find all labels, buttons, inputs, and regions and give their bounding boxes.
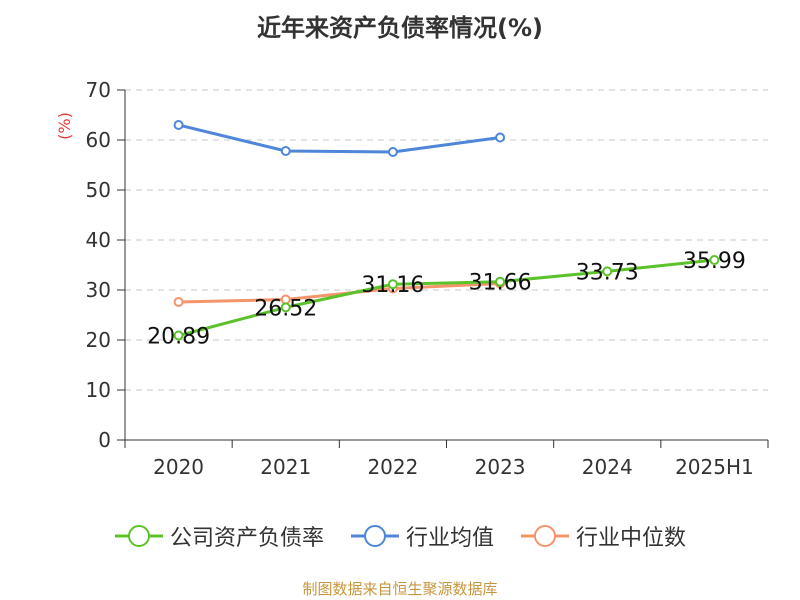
legend-swatch: [350, 525, 399, 547]
series-line-1: [178, 123, 501, 154]
data-point-1: [173, 120, 184, 130]
legend-item[interactable]: 公司资产负债率: [114, 520, 324, 552]
legend-label: 公司资产负债率: [169, 526, 324, 551]
y-tick-label: 10: [86, 378, 111, 402]
source-note: 制图数据来自恒生聚源数据库: [302, 580, 498, 598]
legend-item[interactable]: 行业均值: [350, 520, 494, 552]
legend-item[interactable]: 行业中位数: [520, 520, 686, 552]
data-point-1: [280, 146, 291, 156]
legend-label: 行业均值: [405, 526, 494, 551]
y-tick-label: 40: [86, 228, 111, 252]
series-line-0: [178, 258, 715, 338]
y-tick-label: 70: [86, 78, 111, 102]
data-label: 33.73: [576, 260, 639, 285]
y-tick-label: 20: [86, 328, 111, 352]
legend-swatch-marker: [127, 525, 150, 547]
legend-swatch-marker: [534, 525, 556, 547]
legend-label: 行业中位数: [576, 526, 687, 551]
data-point-0: [709, 255, 720, 266]
x-tick-label: 2020: [153, 455, 204, 479]
legend: 公司资产负债率 行业均值 行业中位数: [0, 520, 800, 552]
data-point-0: [173, 330, 184, 341]
x-tick-label: 2025H1: [675, 455, 754, 479]
data-label: 35.99: [683, 249, 746, 274]
data-point-1: [495, 132, 506, 143]
x-tick-label: 2021: [260, 455, 311, 479]
data-label: 31.66: [469, 271, 532, 296]
data-point-2: [173, 297, 184, 307]
data-point-0: [495, 276, 506, 287]
data-label: 20.89: [147, 325, 210, 350]
x-tick-label: 2023: [475, 455, 526, 479]
x-tick-label: 2024: [582, 455, 633, 479]
chart-title: 近年来资产负债率情况(%): [257, 14, 543, 42]
y-tick-label: 0: [98, 428, 111, 452]
y-tick-label: 30: [86, 278, 111, 302]
data-point-0: [280, 302, 291, 313]
data-label: 31.16: [361, 273, 424, 298]
data-point-1: [387, 147, 398, 157]
data-point-0: [387, 279, 398, 290]
data-point-0: [602, 266, 613, 277]
legend-swatch-marker: [363, 525, 386, 547]
y-tick-label: 50: [86, 178, 111, 202]
legend-swatch: [521, 525, 569, 547]
x-tick-label: 2022: [367, 455, 418, 479]
series-line-2: [178, 282, 501, 304]
y-tick-label: 60: [86, 128, 111, 152]
y-axis-label: (%): [55, 112, 74, 140]
legend-swatch: [114, 525, 163, 547]
data-label: 26.52: [254, 296, 317, 321]
